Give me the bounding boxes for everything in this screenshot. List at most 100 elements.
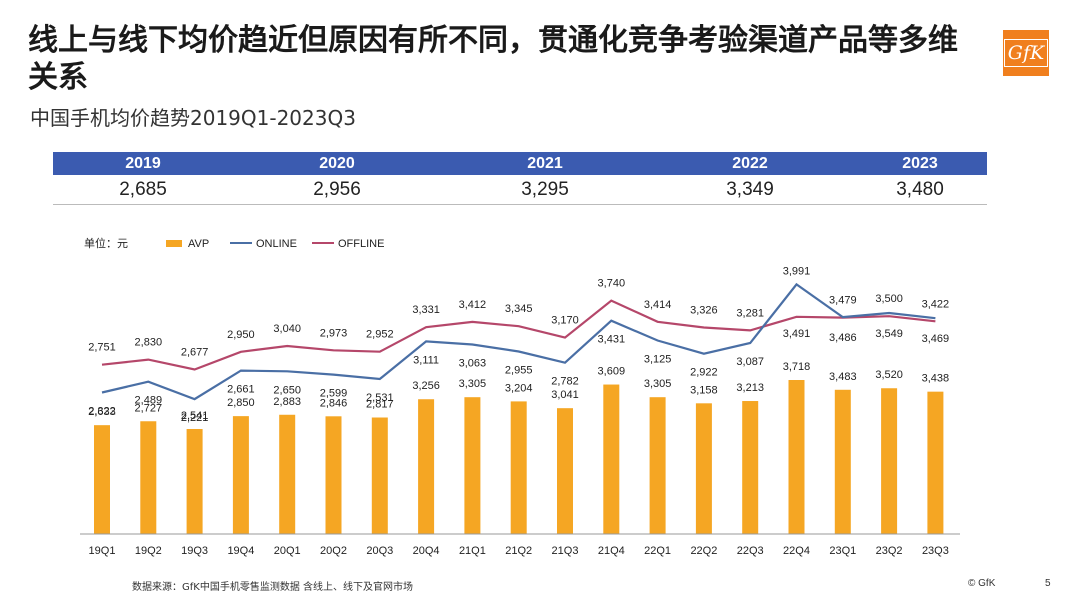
- avp-label-19Q2: 2,727: [135, 402, 163, 414]
- data-source-note: 数据来源：GfK中国手机零售监测数据 含线上、线下及官网市场: [132, 582, 414, 593]
- online-label-22Q2: 2,922: [690, 367, 718, 379]
- x-tick-19Q1: 19Q1: [89, 545, 116, 557]
- online-label-20Q1: 2,650: [273, 384, 301, 396]
- online-label-20Q2: 2,599: [320, 388, 348, 400]
- year-label-2020: 2020: [319, 155, 355, 172]
- online-label-19Q1: 2,322: [88, 406, 116, 418]
- gfk-logo: GfK: [1003, 30, 1049, 76]
- online-label-21Q2: 2,955: [505, 365, 533, 377]
- online-label-22Q1: 3,125: [644, 354, 672, 366]
- avp-label-22Q4: 3,718: [783, 361, 811, 373]
- year-avg-2023: 3,480: [896, 179, 944, 200]
- online-label-20Q4: 3,111: [413, 354, 439, 366]
- x-tick-23Q3: 23Q3: [922, 545, 949, 557]
- avp-bar-23Q2: [881, 388, 898, 534]
- legend-offline-label: OFFLINE: [338, 238, 384, 250]
- year-avg-2021: 3,295: [521, 179, 569, 200]
- avp-label-23Q3: 3,438: [922, 373, 950, 385]
- page-number: 5: [1045, 578, 1051, 589]
- year-label-2023: 2023: [902, 155, 938, 172]
- offline-label-20Q4: 3,331: [412, 304, 440, 316]
- offline-label-19Q1: 2,751: [88, 342, 116, 354]
- avp-bar-22Q4: [788, 380, 805, 534]
- x-tick-20Q1: 20Q1: [274, 545, 301, 557]
- online-label-21Q1: 3,063: [459, 358, 487, 370]
- avp-bar-21Q4: [603, 384, 620, 534]
- avp-bar-22Q3: [742, 401, 759, 534]
- online-label-23Q2: 3,549: [875, 328, 903, 340]
- avp-bar-23Q3: [927, 391, 944, 534]
- online-label-21Q4: 3,431: [598, 334, 626, 346]
- offline-label-21Q2: 3,345: [505, 303, 533, 315]
- avp-label-21Q1: 3,305: [459, 378, 487, 390]
- legend-avp-label: AVP: [188, 238, 209, 250]
- copyright: © GfK: [968, 578, 996, 589]
- x-tick-23Q1: 23Q1: [829, 545, 856, 557]
- offline-label-23Q2: 3,500: [875, 293, 903, 305]
- avp-bar-19Q2: [140, 421, 157, 534]
- avp-label-23Q2: 3,520: [875, 369, 903, 381]
- year-avg-2020: 2,956: [313, 179, 361, 200]
- avp-bar-19Q3: [186, 429, 203, 534]
- x-tick-22Q2: 22Q2: [690, 545, 717, 557]
- offline-label-20Q1: 3,040: [273, 323, 301, 335]
- legend-online-label: ONLINE: [256, 238, 297, 250]
- online-label-23Q3: 3,469: [922, 333, 950, 345]
- x-tick-22Q4: 22Q4: [783, 545, 810, 557]
- online-label-21Q3: 2,782: [551, 376, 579, 388]
- online-label-22Q4: 3,991: [783, 265, 811, 277]
- offline-label-23Q3: 3,422: [922, 298, 950, 310]
- offline-label-20Q2: 2,973: [320, 327, 348, 339]
- year-label-2019: 2019: [125, 155, 161, 172]
- avp-bar-23Q1: [834, 389, 851, 534]
- year-divider: [53, 204, 987, 205]
- avp-label-19Q3: 2,541: [181, 410, 209, 422]
- year-avg-2019: 2,685: [119, 179, 167, 200]
- avp-label-23Q1: 3,483: [829, 371, 857, 383]
- online-label-23Q1: 3,486: [829, 332, 857, 344]
- x-tick-20Q3: 20Q3: [366, 545, 393, 557]
- offline-label-22Q4: 3,491: [783, 328, 811, 340]
- x-tick-19Q2: 19Q2: [135, 545, 162, 557]
- avp-bar-20Q2: [325, 416, 342, 534]
- avp-bar-20Q4: [418, 399, 435, 534]
- gfk-logo-text: GfK: [1003, 39, 1049, 67]
- offline-label-22Q2: 3,326: [690, 304, 718, 316]
- avp-label-19Q1: 2,633: [88, 406, 116, 418]
- avp-bar-21Q1: [464, 397, 481, 534]
- offline-line: [101, 299, 936, 371]
- offline-label-22Q3: 3,281: [736, 307, 764, 319]
- avp-bar-21Q3: [557, 408, 573, 534]
- avp-label-20Q4: 3,256: [412, 380, 440, 392]
- x-tick-21Q4: 21Q4: [598, 545, 625, 557]
- x-tick-19Q3: 19Q3: [181, 545, 208, 557]
- year-label-2022: 2022: [732, 155, 768, 172]
- avp-bar-20Q1: [279, 414, 296, 534]
- avp-label-22Q3: 3,213: [736, 382, 764, 394]
- offline-label-21Q4: 3,740: [598, 278, 626, 290]
- offline-label-19Q2: 2,830: [135, 337, 163, 349]
- avp-label-21Q3: 3,041: [551, 389, 579, 401]
- avp-label-22Q1: 3,305: [644, 378, 672, 390]
- avp-bar-19Q4: [232, 416, 249, 534]
- offline-label-21Q3: 3,170: [551, 315, 579, 327]
- legend-avp-swatch: [166, 240, 182, 247]
- offline-label-19Q3: 2,677: [181, 347, 209, 359]
- x-tick-21Q1: 21Q1: [459, 545, 486, 557]
- offline-label-19Q4: 2,950: [227, 329, 255, 341]
- online-label-19Q2: 2,489: [135, 395, 163, 407]
- avp-label-20Q1: 2,883: [273, 396, 301, 408]
- x-tick-19Q4: 19Q4: [227, 545, 254, 557]
- x-tick-20Q2: 20Q2: [320, 545, 347, 557]
- avp-label-21Q2: 3,204: [505, 382, 533, 394]
- avp-bar-22Q1: [649, 397, 666, 534]
- x-tick-23Q2: 23Q2: [876, 545, 903, 557]
- avp-bar-22Q2: [695, 403, 712, 534]
- unit-label: 单位：元: [84, 236, 128, 250]
- page-title: 线上与线下均价趋近但原因有所不同，贯通化竞争考验渠道产品等多维关系: [28, 23, 958, 95]
- online-label-19Q4: 2,661: [227, 384, 255, 396]
- avp-label-19Q4: 2,850: [227, 397, 255, 409]
- avp-bar-19Q1: [94, 425, 110, 534]
- online-label-19Q3: 2,221: [181, 412, 209, 424]
